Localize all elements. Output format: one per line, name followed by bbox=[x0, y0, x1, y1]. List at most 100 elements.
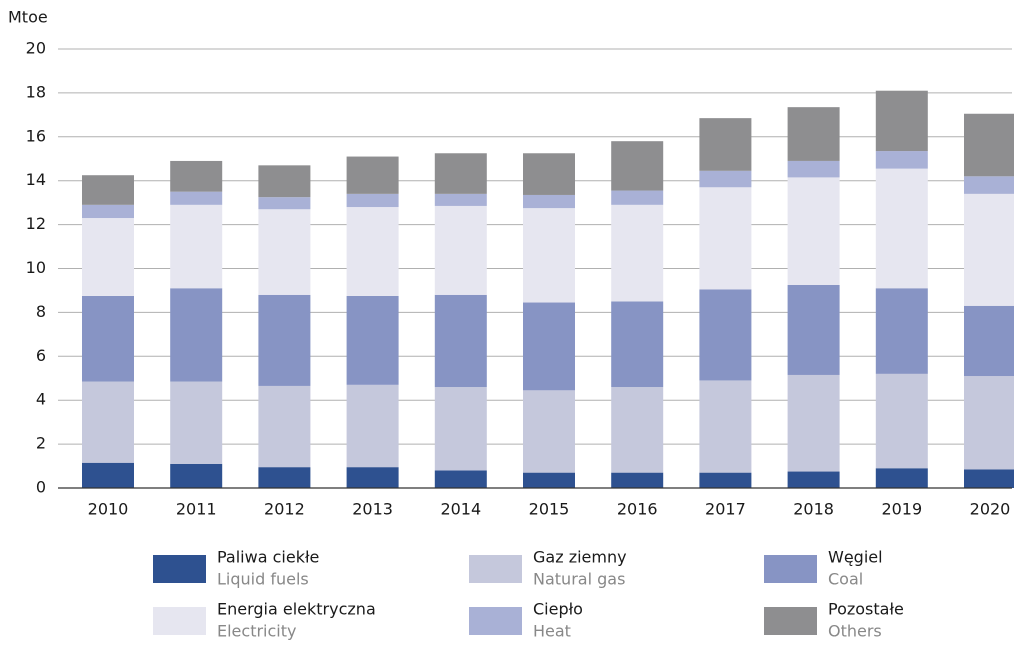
legend-label-en: Liquid fuels bbox=[217, 570, 309, 589]
bar-segment bbox=[434, 387, 487, 471]
legend-label: Pozostałe bbox=[828, 600, 904, 619]
legend-swatch bbox=[469, 607, 522, 635]
bar-segment bbox=[170, 381, 223, 464]
legend-label: Energia elektryczna bbox=[217, 600, 376, 619]
x-tick-label: 2014 bbox=[440, 500, 481, 519]
bar-segment bbox=[875, 373, 928, 469]
x-tick-label: 2012 bbox=[264, 500, 305, 519]
bar-segment bbox=[434, 153, 487, 194]
bar-segment bbox=[258, 197, 311, 210]
bar-segment bbox=[434, 470, 487, 488]
bar-segment bbox=[523, 302, 575, 391]
bar-segment bbox=[699, 380, 752, 473]
x-tick-label: 2015 bbox=[529, 500, 570, 519]
bar-segment bbox=[699, 187, 752, 290]
bar-segment bbox=[258, 165, 311, 198]
bar-segment bbox=[611, 387, 664, 473]
bar-segment bbox=[346, 193, 399, 208]
bar-segment bbox=[523, 208, 575, 303]
legend-label: Gaz ziemny bbox=[533, 548, 627, 567]
bar-segment bbox=[875, 90, 928, 152]
bar-segment bbox=[523, 472, 575, 488]
bar-segment bbox=[434, 193, 487, 206]
x-tick-label: 2017 bbox=[705, 500, 746, 519]
bar-segment bbox=[170, 191, 223, 205]
bar-segment bbox=[611, 301, 664, 388]
x-tick-label: 2016 bbox=[617, 500, 658, 519]
legend-label-en: Heat bbox=[533, 622, 571, 641]
bar-segment bbox=[787, 374, 840, 472]
bar-segment bbox=[82, 462, 134, 488]
bar-segment bbox=[787, 177, 840, 285]
bar-segment bbox=[787, 107, 840, 161]
legend-swatch bbox=[764, 555, 817, 583]
bar-segment bbox=[611, 472, 664, 488]
y-tick-label: 0 bbox=[36, 478, 46, 497]
bar-segment bbox=[346, 384, 399, 468]
bar-segment bbox=[699, 472, 752, 488]
bar-segment bbox=[346, 295, 399, 385]
bar-segment bbox=[787, 160, 840, 178]
bar-segment bbox=[875, 468, 928, 488]
bar-segment bbox=[964, 305, 1014, 377]
y-tick-label: 12 bbox=[26, 214, 46, 233]
bar-segment bbox=[875, 151, 928, 169]
bar-segment bbox=[434, 294, 487, 388]
bar-segment bbox=[258, 294, 311, 386]
legend-swatch bbox=[764, 607, 817, 635]
bar-segment bbox=[170, 204, 223, 289]
bar-segment bbox=[964, 193, 1014, 306]
bar-segment bbox=[699, 289, 752, 381]
bar-segment bbox=[523, 390, 575, 473]
bar-segment bbox=[964, 176, 1014, 194]
y-axis-label: Mtoe bbox=[8, 8, 48, 27]
legend-label: Paliwa ciekłe bbox=[217, 548, 319, 567]
y-tick-label: 20 bbox=[26, 39, 46, 58]
bar-segment bbox=[170, 160, 223, 192]
legend-swatch bbox=[153, 555, 206, 583]
bar-segment bbox=[82, 204, 134, 219]
bar-segment bbox=[964, 113, 1014, 177]
bar-segment bbox=[82, 218, 134, 296]
legend-label-en: Others bbox=[828, 622, 882, 641]
x-tick-label: 2018 bbox=[793, 500, 834, 519]
y-tick-label: 6 bbox=[36, 346, 46, 365]
bar-segment bbox=[787, 284, 840, 375]
legend-label-en: Coal bbox=[828, 570, 863, 589]
bar-segment bbox=[787, 471, 840, 488]
x-tick-label: 2010 bbox=[88, 500, 129, 519]
legend-label: Ciepło bbox=[533, 600, 583, 619]
bar-segment bbox=[258, 467, 311, 488]
bar-segment bbox=[875, 168, 928, 289]
bar-segment bbox=[82, 295, 134, 382]
bar-segment bbox=[346, 467, 399, 488]
y-tick-label: 16 bbox=[26, 126, 46, 145]
y-tick-label: 18 bbox=[26, 82, 46, 101]
bar-segment bbox=[82, 175, 134, 205]
bar-segment bbox=[258, 385, 311, 468]
legend-label: Węgiel bbox=[828, 548, 883, 567]
x-tick-label: 2020 bbox=[970, 500, 1011, 519]
x-tick-label: 2011 bbox=[176, 500, 217, 519]
bar-segment bbox=[523, 153, 575, 195]
bar-segment bbox=[434, 205, 487, 295]
x-tick-label: 2013 bbox=[352, 500, 393, 519]
bar-segment bbox=[611, 141, 664, 191]
y-tick-label: 14 bbox=[26, 170, 46, 189]
legend-swatch bbox=[469, 555, 522, 583]
bar-segment bbox=[170, 463, 223, 488]
bar-segment bbox=[964, 469, 1014, 488]
bar-segment bbox=[82, 381, 134, 463]
bar-segment bbox=[964, 376, 1014, 470]
legend-label-en: Natural gas bbox=[533, 570, 625, 589]
bar-segment bbox=[611, 190, 664, 205]
y-tick-label: 2 bbox=[36, 434, 46, 453]
legend-label-en: Electricity bbox=[217, 622, 296, 641]
bar-segment bbox=[258, 209, 311, 295]
bar-segment bbox=[170, 288, 223, 382]
y-tick-label: 8 bbox=[36, 302, 46, 321]
x-tick-label: 2019 bbox=[881, 500, 922, 519]
bar-segment bbox=[699, 118, 752, 171]
bar-segment bbox=[346, 207, 399, 296]
